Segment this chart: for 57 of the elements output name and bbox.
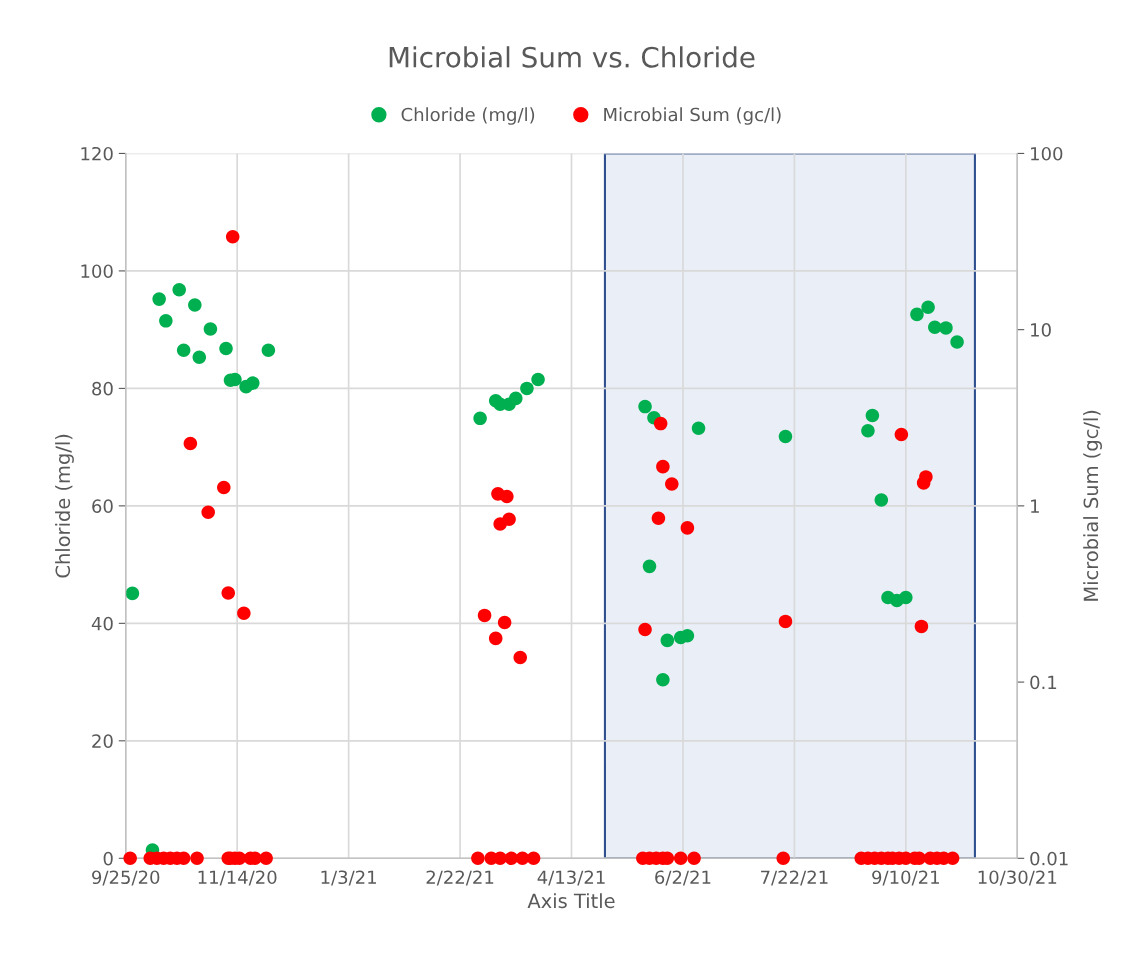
point <box>638 399 652 414</box>
y-tick-label: 120 <box>81 146 113 161</box>
y-tick-label: 60 <box>92 499 113 513</box>
x-tick-label: 2/22/21 <box>426 870 494 886</box>
y-tick-label: 80 <box>92 381 113 396</box>
point <box>125 586 140 601</box>
x-tick-label: 7/22/21 <box>761 870 828 886</box>
y2-tick-label: 0.01 <box>1030 851 1068 866</box>
x-axis-title: Axis Title <box>527 893 615 909</box>
y-tick-label: 0 <box>103 851 113 866</box>
point <box>865 408 880 423</box>
point <box>861 423 875 438</box>
point <box>159 314 173 328</box>
point <box>656 672 670 687</box>
x-tick-label: 6/2/21 <box>655 870 711 886</box>
y-axis-title: Chloride (mg/l) <box>55 434 74 578</box>
x-tick-label: 1/3/21 <box>321 870 377 886</box>
point <box>921 300 935 315</box>
x-tick-label: 9/10/21 <box>872 870 939 886</box>
point <box>910 307 924 322</box>
y2-tick-label: 100 <box>1031 146 1063 161</box>
y2-axis-title: Microbial Sum (gc/l) <box>1083 410 1102 601</box>
point <box>531 372 545 387</box>
point <box>188 298 202 312</box>
x-tick-label: 10/30/21 <box>978 870 1057 886</box>
point <box>509 391 523 406</box>
point <box>899 590 913 605</box>
point <box>172 282 186 297</box>
x-tick-label: 11/14/20 <box>198 870 277 886</box>
point <box>261 343 276 357</box>
point <box>874 493 889 507</box>
point <box>520 381 534 396</box>
chart-title: Microbial Sum vs. Chloride <box>389 46 755 68</box>
x-tick-label: 4/13/21 <box>537 870 605 886</box>
point <box>473 411 487 426</box>
point <box>192 350 207 365</box>
point <box>778 429 793 444</box>
point <box>691 421 706 436</box>
y-tick-label: 100 <box>81 264 113 279</box>
y-tick-label: 40 <box>91 616 113 631</box>
legend-label: Microbial Sum (gc/l) <box>604 107 781 125</box>
y2-tick-label: 1 <box>1031 499 1039 513</box>
point <box>642 559 657 574</box>
x-tick-label: 9/25/20 <box>92 870 160 886</box>
point <box>152 292 166 306</box>
y2-tick-label: 0.1 <box>1030 675 1057 690</box>
legend-label: Chloride (mg/l) <box>401 107 535 125</box>
y-tick-label: 20 <box>92 734 113 748</box>
point <box>203 322 218 336</box>
point <box>680 628 695 643</box>
point <box>219 341 233 356</box>
point <box>660 633 675 648</box>
point <box>950 335 964 349</box>
point <box>176 343 191 357</box>
point <box>939 321 953 335</box>
y2-tick-label: 10 <box>1031 323 1051 337</box>
point <box>246 376 260 390</box>
